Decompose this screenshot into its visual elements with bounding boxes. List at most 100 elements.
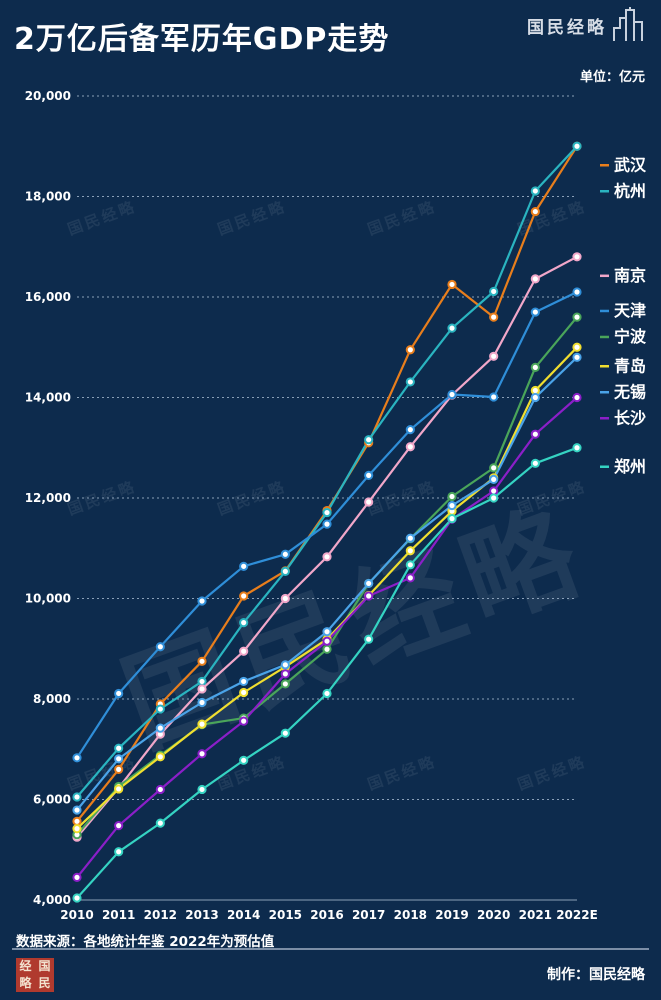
logo-char: 民 — [38, 976, 51, 990]
x-tick-label: 2014 — [227, 908, 260, 922]
data-point — [155, 752, 165, 762]
brand-seal-logo: 经 国 略 民 — [16, 958, 54, 992]
data-point — [239, 716, 249, 726]
data-point — [114, 754, 124, 764]
data-point — [322, 552, 332, 562]
data-point — [447, 323, 457, 333]
data-point — [197, 784, 207, 795]
data-point — [280, 679, 290, 689]
watermark-text: 国民经略 — [365, 752, 439, 794]
data-point — [447, 491, 457, 502]
data-point — [72, 805, 82, 815]
data-point — [239, 646, 249, 656]
legend-label: 长沙 — [614, 408, 646, 427]
y-tick-label: 16,000 — [25, 290, 71, 304]
data-point — [530, 392, 540, 403]
data-point — [364, 435, 374, 445]
data-point — [405, 573, 415, 583]
data-point — [155, 642, 165, 652]
data-point — [364, 591, 374, 601]
x-tick-label: 2011 — [102, 908, 135, 922]
data-point — [197, 596, 207, 606]
x-tick-label: 2010 — [60, 908, 93, 922]
data-point — [197, 676, 207, 687]
x-tick-label: 2019 — [435, 908, 468, 922]
data-point — [155, 818, 165, 828]
y-tick-label: 6,000 — [33, 793, 71, 807]
data-point — [530, 206, 540, 217]
data-point — [280, 669, 290, 679]
data-point — [405, 377, 415, 387]
data-point — [114, 764, 124, 774]
legend-label: 杭州 — [614, 181, 646, 200]
data-point — [489, 493, 499, 503]
data-point — [197, 719, 207, 729]
data-point — [280, 728, 290, 738]
data-point — [239, 591, 249, 601]
data-point — [405, 442, 415, 452]
data-point — [239, 561, 249, 571]
watermark-text: 国民经略 — [65, 197, 139, 239]
x-tick-label: 2016 — [310, 908, 343, 922]
data-point — [239, 676, 249, 687]
x-tick-label: 2013 — [185, 908, 218, 922]
data-point — [322, 627, 332, 637]
data-point — [197, 697, 207, 708]
data-point — [72, 872, 82, 882]
data-point — [322, 644, 332, 654]
data-point — [530, 429, 540, 439]
data-point — [572, 141, 582, 151]
brand-text: 国民经略 — [527, 18, 607, 38]
y-tick-label: 10,000 — [25, 592, 71, 606]
watermark-text: 国民经略 — [515, 752, 589, 794]
data-point — [572, 443, 582, 453]
data-point — [197, 749, 207, 759]
data-point — [197, 684, 207, 694]
data-point — [572, 287, 582, 297]
data-point — [72, 816, 82, 826]
data-point — [489, 351, 499, 361]
y-tick-label: 18,000 — [25, 190, 71, 204]
data-point — [489, 392, 499, 402]
data-point — [364, 634, 374, 644]
data-point — [114, 688, 124, 699]
data-point — [405, 533, 415, 543]
data-point — [155, 704, 165, 714]
data-point — [489, 312, 499, 322]
data-point — [72, 824, 82, 834]
unit-label: 单位：亿元 — [579, 70, 645, 85]
data-point — [489, 474, 499, 485]
data-point — [114, 821, 124, 831]
page-title: 2万亿后备军历年GDP走势 — [14, 22, 390, 57]
data-point — [405, 345, 415, 355]
data-point — [280, 566, 290, 576]
data-point — [114, 784, 124, 794]
data-point — [489, 286, 499, 297]
legend-label: 无锡 — [613, 382, 646, 401]
data-point — [155, 784, 165, 795]
data-point — [530, 458, 540, 468]
data-point — [447, 514, 457, 524]
data-point — [114, 743, 124, 753]
logo-char: 经 — [19, 959, 32, 973]
data-point — [114, 847, 124, 857]
legend-label: 青岛 — [614, 356, 646, 375]
data-point — [572, 342, 582, 352]
data-point — [322, 636, 332, 646]
x-tick-label: 2020 — [477, 908, 510, 922]
data-point — [572, 312, 582, 322]
data-point — [447, 500, 457, 511]
legend-label: 天津 — [614, 301, 646, 320]
data-point — [322, 688, 332, 699]
data-point — [572, 392, 582, 403]
y-tick-label: 8,000 — [33, 692, 71, 706]
x-axis-ticks: 2010 2011 2012 2013 2014 2015 2016 2017 2018 2019… — [60, 908, 598, 922]
data-point — [530, 362, 540, 372]
data-point — [364, 497, 374, 507]
brand-logo: 国民经略 — [527, 6, 647, 42]
data-point — [197, 656, 207, 666]
data-point — [489, 463, 499, 473]
chart-grid — [77, 95, 577, 901]
